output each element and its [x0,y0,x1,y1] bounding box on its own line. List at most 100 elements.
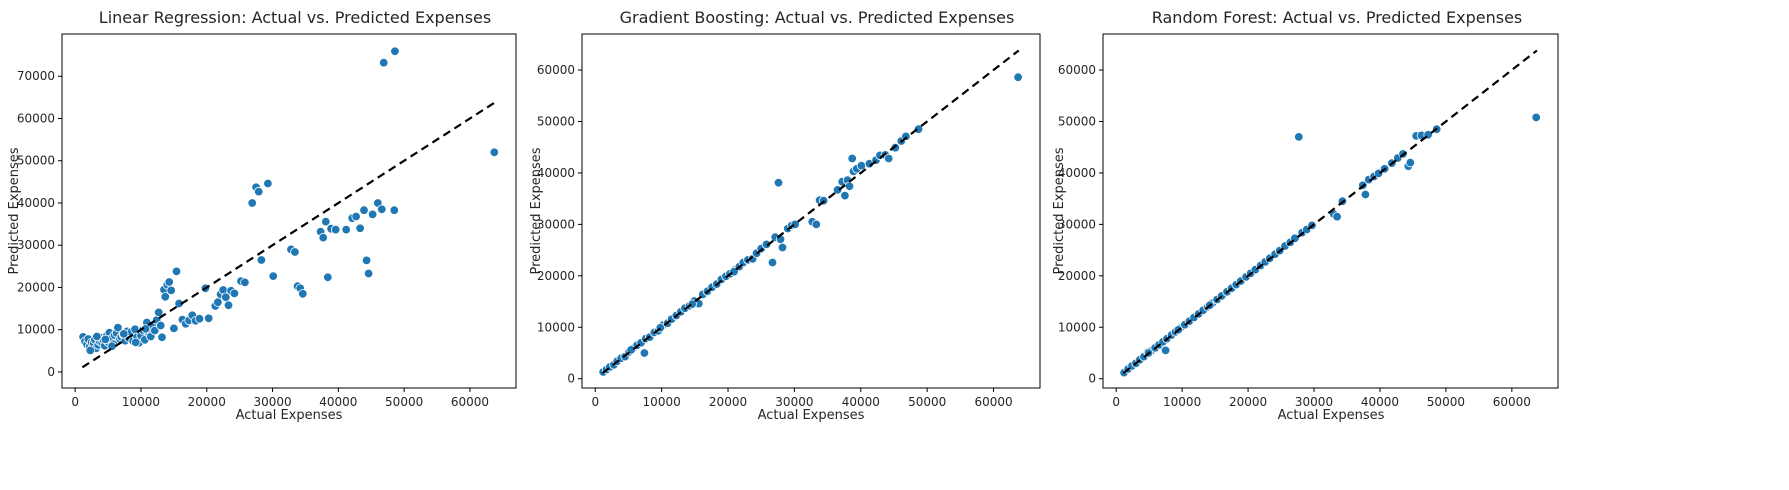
data-point [323,272,333,283]
data-point [150,325,160,336]
data-point [100,334,111,345]
data-point [171,266,182,277]
x-tick-label: 50000 [908,395,946,409]
plot-area [1102,33,1559,389]
x-axis-label: Actual Expenses [236,408,343,423]
y-tick-label: 0 [1088,372,1096,386]
x-tick-label: 40000 [842,395,880,409]
x-tick-label: 50000 [385,395,423,409]
x-tick-label: 30000 [253,395,291,409]
data-point [832,185,843,195]
y-tick-label: 40000 [17,196,55,210]
y-tick-label: 0 [567,372,575,386]
x-tick-label: 0 [71,395,79,409]
data-point [767,257,778,268]
data-point [355,223,365,234]
data-point [268,271,278,281]
x-tick-label: 40000 [319,395,357,409]
x-tick-label: 30000 [775,395,813,409]
data-point [390,46,400,57]
x-tick-label: 20000 [188,395,226,409]
data-point [169,323,179,334]
data-point [840,190,850,201]
data-point [351,211,361,222]
y-tick-label: 10000 [17,323,55,337]
y-tick-label: 10000 [1058,320,1096,334]
data-point [379,58,389,68]
plot-area [61,33,517,389]
points-layer [78,46,500,356]
data-point [229,288,240,299]
x-tick-label: 40000 [1361,395,1399,409]
data-point [203,313,214,324]
data-point [363,268,374,279]
data-point [113,322,123,333]
data-point [321,216,331,227]
data-point [166,285,176,296]
y-tick-label: 50000 [537,114,575,128]
y-tick-label: 0 [47,365,55,379]
y-axis-label: Predicted Expenses [529,147,544,274]
data-point [811,219,822,230]
data-point [361,255,372,266]
data-point [1360,189,1371,200]
data-point [85,345,96,356]
data-point [1531,112,1541,123]
y-tick-label: 30000 [537,217,575,231]
y-tick-label: 10000 [537,320,575,334]
data-point [1332,211,1342,222]
data-point [773,177,784,188]
data-point [213,297,223,307]
data-point [157,332,167,343]
data-point [1294,132,1304,142]
data-point [164,277,174,287]
data-point [367,209,378,220]
y-tick-label: 40000 [537,166,575,180]
y-axis-label: Predicted Expenses [1052,147,1067,274]
x-tick-label: 50000 [1427,395,1465,409]
data-point [155,320,166,331]
data-point [318,232,328,243]
data-point [160,292,171,302]
subplot-linear-regression: Linear Regression: Actual vs. Predicted … [7,8,517,423]
y-tick-label: 20000 [537,269,575,283]
data-point [290,247,300,257]
x-tick-label: 60000 [1493,395,1531,409]
data-point [341,224,351,235]
data-point [884,153,894,164]
y-tick-label: 50000 [1058,114,1096,128]
points-layer [1119,112,1541,378]
y-tick-label: 50000 [17,154,55,168]
x-tick-label: 30000 [1295,395,1333,409]
data-point [359,205,369,215]
data-point [130,337,141,348]
reference-line [1122,49,1538,374]
x-tick-label: 60000 [974,395,1012,409]
data-point [847,153,857,164]
y-axis-label: Predicted Expenses [7,147,22,274]
data-point [223,300,234,310]
x-tick-label: 10000 [1163,395,1201,409]
y-tick-label: 30000 [17,238,55,252]
y-tick-label: 60000 [537,63,575,77]
data-point [1405,157,1416,168]
data-point [194,314,205,324]
data-point [247,198,257,208]
x-tick-label: 60000 [451,395,489,409]
data-point [240,277,250,288]
data-point [298,289,308,299]
y-tick-label: 40000 [1058,166,1096,180]
reference-line [81,101,496,369]
data-point [1013,72,1023,82]
data-point [119,329,129,339]
subplot-random-forest: Random Forest: Actual vs. Predicted Expe… [1052,8,1559,423]
x-tick-label: 10000 [122,395,160,409]
data-point [890,142,901,153]
y-tick-label: 30000 [1058,217,1096,231]
chart-title: Random Forest: Actual vs. Predicted Expe… [1152,8,1523,27]
data-point [331,224,341,235]
points-layer [598,72,1023,377]
x-axis-label: Actual Expenses [758,408,865,423]
x-tick-label: 0 [591,395,599,409]
